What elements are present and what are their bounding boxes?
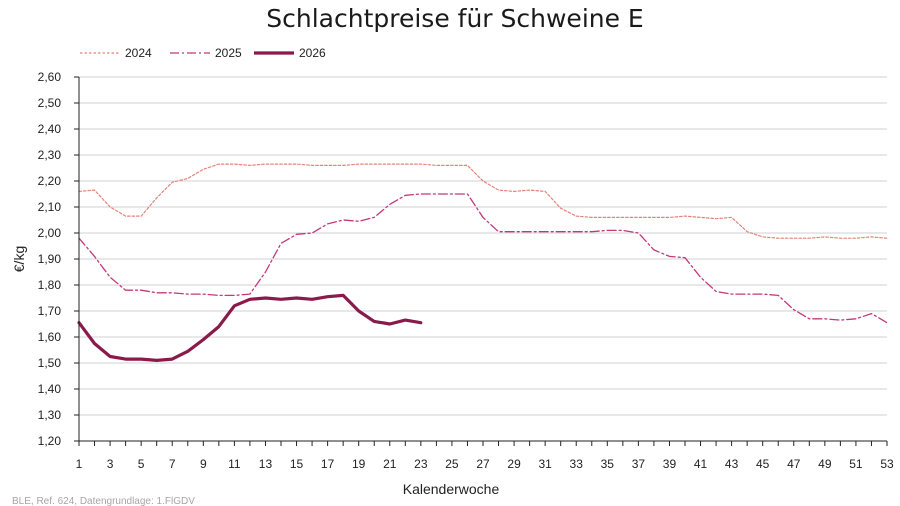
x-tick-label: 43: [725, 457, 739, 471]
y-tick-label: 2,00: [38, 226, 62, 240]
y-tick-label: 1,30: [38, 408, 62, 422]
x-tick-label: 41: [694, 457, 708, 471]
y-tick-label: 1,20: [38, 434, 62, 448]
x-tick-label: 37: [632, 457, 646, 471]
y-tick-label: 2,40: [38, 122, 62, 136]
y-tick-label: 1,80: [38, 278, 62, 292]
x-tick-label: 49: [818, 457, 832, 471]
series-line-2024: [78, 163, 888, 239]
axes: [74, 76, 888, 446]
y-tick-label: 2,60: [38, 70, 62, 84]
y-tick-label: 2,10: [38, 200, 62, 214]
y-tick-label: 1,70: [38, 304, 62, 318]
x-axis-label: Kalenderwoche: [403, 481, 500, 497]
source-note: BLE, Ref. 624, Datengrundlage: 1.FlGDV: [12, 496, 195, 506]
x-tick-label: 31: [538, 457, 552, 471]
x-tick-label: 35: [601, 457, 615, 471]
y-tick-label: 2,20: [38, 174, 62, 188]
series-lines: [77, 163, 888, 362]
x-tick-label: 47: [787, 457, 801, 471]
x-tick-label: 27: [476, 457, 490, 471]
x-tick-label: 7: [169, 457, 176, 471]
x-tick-label: 29: [507, 457, 521, 471]
y-tick-label: 1,50: [38, 356, 62, 370]
x-tick-label: 53: [880, 457, 894, 471]
x-tick-label: 19: [352, 457, 366, 471]
gridlines: [79, 76, 887, 416]
x-tick-label: 15: [290, 457, 304, 471]
x-tick-label: 3: [107, 457, 114, 471]
y-axis-label: €/kg: [11, 246, 27, 272]
x-tick-label: 33: [570, 457, 584, 471]
x-tick-label: 21: [383, 457, 397, 471]
x-tick-label: 1: [76, 457, 83, 471]
x-tick-label: 17: [321, 457, 335, 471]
x-tick-labels: 1 3 5 7 9 11 13 15 17 19 21 23 25 27 29 31 33 35 37 39 41 43 4…: [76, 457, 894, 471]
y-tick-label: 1,90: [38, 252, 62, 266]
x-tick-label: 45: [756, 457, 770, 471]
series-line-2025: [78, 193, 888, 324]
y-tick-label: 2,50: [38, 96, 62, 110]
legend-label-2026: 2026: [299, 46, 326, 60]
series-line-2026: [77, 293, 423, 362]
x-tick-label: 25: [445, 457, 459, 471]
x-tick-label: 11: [228, 457, 241, 471]
legend: 2024 2025 2026: [80, 46, 326, 60]
y-tick-label: 1,60: [38, 330, 62, 344]
y-tick-label: 2,30: [38, 148, 62, 162]
y-tick-labels: 1,20 1,30 1,40 1,50 1,60 1,70 1,80 1,90 2,00 2,10…: [38, 70, 62, 448]
chart-title: Schlachtpreise für Schweine E: [266, 4, 643, 33]
x-tick-label: 5: [138, 457, 145, 471]
x-tick-label: 13: [259, 457, 273, 471]
x-tick-label: 23: [414, 457, 428, 471]
y-tick-label: 1,40: [38, 382, 62, 396]
legend-label-2025: 2025: [215, 46, 242, 60]
x-tick-label: 51: [849, 457, 863, 471]
legend-label-2024: 2024: [125, 46, 152, 60]
x-tick-label: 39: [663, 457, 677, 471]
x-tick-label: 9: [200, 457, 207, 471]
